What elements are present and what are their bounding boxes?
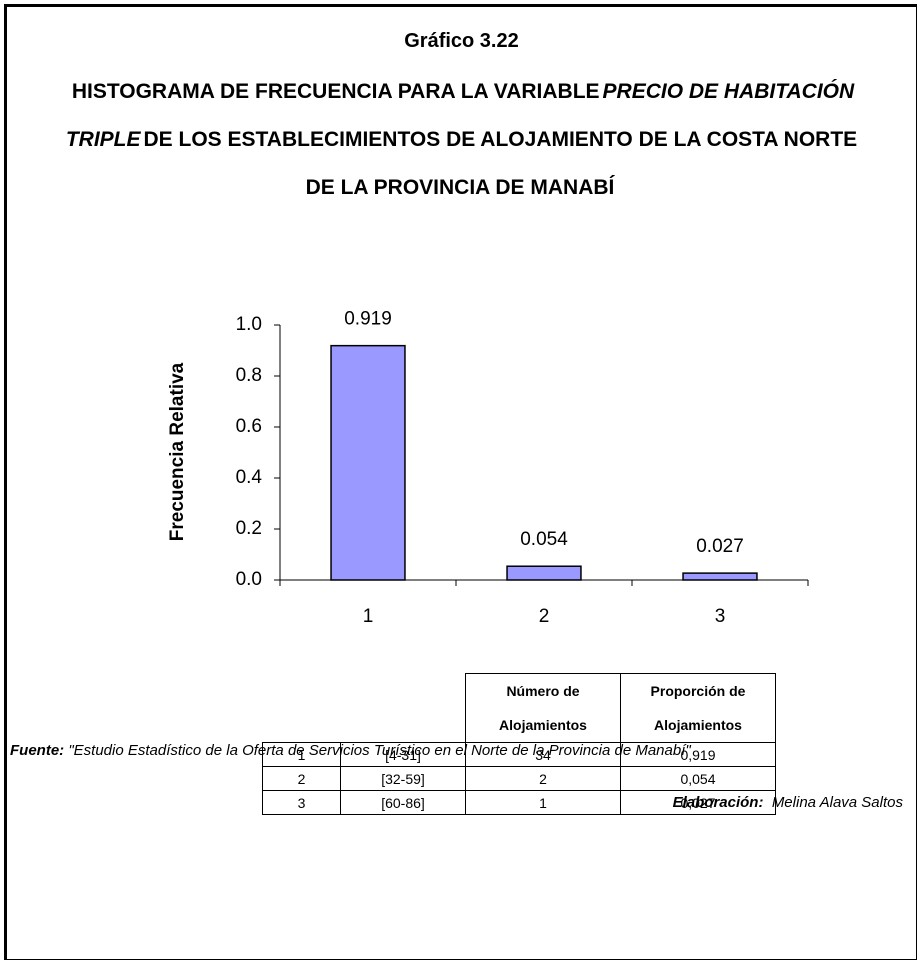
value-label: 0.054 <box>520 529 568 550</box>
y-axis-label: Frecuencia Relativa <box>167 362 188 541</box>
y-tick-label: 1.0 <box>236 314 262 335</box>
source: Fuente: "Estudio Estadístico de la Ofert… <box>10 740 730 762</box>
credit: Elaboración: Melina Alava Saltos <box>673 794 903 811</box>
title-part: HISTOGRAMA DE FRECUENCIA PARA LA VARIABL… <box>71 80 600 103</box>
value-label: 0.027 <box>696 536 744 557</box>
y-tick-label: 0.0 <box>236 569 262 590</box>
x-tick-label: 1 <box>363 606 374 627</box>
credit-name: Melina Alava Saltos <box>771 794 903 811</box>
table-cell: 3 <box>262 790 341 815</box>
bar <box>506 565 582 581</box>
bar <box>330 344 406 581</box>
column-header: Número de Alojamientos <box>465 673 621 743</box>
table-cell: 1 <box>465 790 621 815</box>
source-label: Fuente: <box>10 742 65 759</box>
column-header: Proporción de Alojamientos <box>620 673 776 743</box>
table-cell: 2 <box>262 766 341 791</box>
y-tick-label: 0.6 <box>236 416 262 437</box>
y-tick-label: 0.4 <box>236 467 263 488</box>
table-cell: [32-59] <box>340 766 466 791</box>
y-tick-label: 0.2 <box>236 518 262 539</box>
source-text: "Estudio Estadístico de la Oferta de Ser… <box>68 742 691 759</box>
x-tick-label: 3 <box>715 606 726 627</box>
title-part: DE LOS ESTABLECIMIENTOS DE ALOJAMIENTO D… <box>143 128 858 199</box>
title-italic: PRECIO DE HABITACIÓN TRIPLE <box>65 80 855 151</box>
table-cell: 2 <box>465 766 621 791</box>
bar <box>682 572 758 581</box>
title: HISTOGRAMA DE FRECUENCIA PARA LA VARIABL… <box>50 68 873 212</box>
y-tick-label: 0.8 <box>236 365 262 386</box>
table-cell: 0,054 <box>620 766 776 791</box>
frame <box>4 4 917 960</box>
x-tick-label: 2 <box>539 606 550 627</box>
table-cell: 0,027 <box>620 790 776 815</box>
credit-label: Elaboración: <box>672 794 764 811</box>
table-cell: [60-86] <box>340 790 466 815</box>
value-label: 0.919 <box>344 309 392 330</box>
caption: Gráfico 3.22 <box>404 30 519 52</box>
